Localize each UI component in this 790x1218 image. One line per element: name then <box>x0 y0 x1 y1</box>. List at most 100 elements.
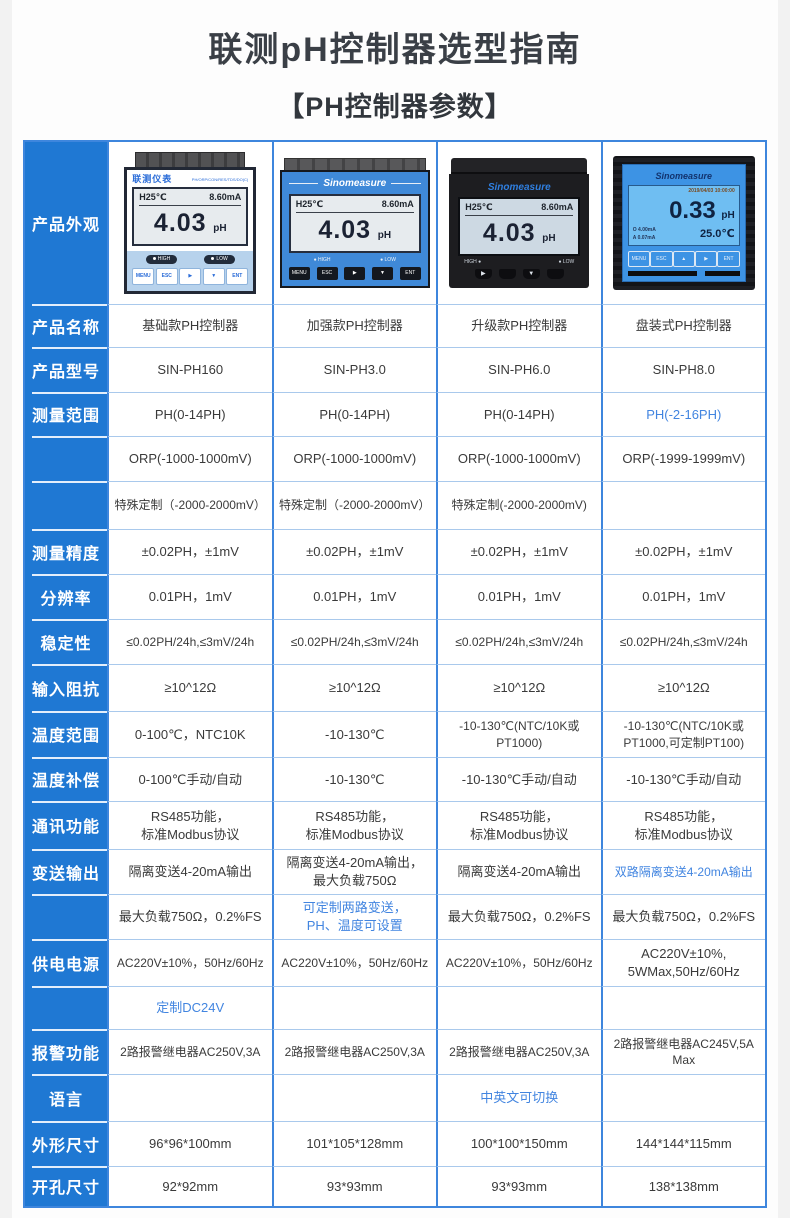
right-arrow-button: ▶ <box>474 269 492 280</box>
spec-cell: -10-130℃手动/自动 <box>436 757 601 801</box>
lcd-display: H25℃ 8.60mA 4.03 pH <box>132 187 249 247</box>
spec-cell: 144*144*115mm <box>600 1121 765 1166</box>
spec-cell: 96*96*100mm <box>107 1121 272 1166</box>
spec-cell: ≤0.02PH/24h,≤3mV/24h <box>436 619 601 664</box>
spec-cell: ±0.02PH，±1mV <box>436 529 601 574</box>
table-row: 测量范围 PH(0-14PH) PH(0-14PH) PH(0-14PH) PH… <box>25 392 765 436</box>
spec-cell: ORP(-1000-1000mV) <box>271 436 436 481</box>
high-indicator: ● HIGH <box>313 257 331 264</box>
row-label: 温度补偿 <box>25 757 107 801</box>
row-label: 供电电源 <box>25 939 107 986</box>
table-row: 温度范围 0-100℃，NTC10K -10-130℃ -10-130℃(NTC… <box>25 711 765 757</box>
device-body: Sinomeasure H25℃ 8.60mA 4.03 pH <box>279 169 430 289</box>
brand-label: Sinomeasure <box>655 170 713 181</box>
spec-cell: 隔离变送4-20mA输出 <box>436 849 601 894</box>
table-row: 定制DC24V <box>25 986 765 1029</box>
spec-cell: ORP(-1000-1000mV) <box>436 436 601 481</box>
spec-cell: AC220V±10%，50Hz/60Hz <box>436 939 601 986</box>
spec-cell: PH(0-14PH) <box>107 392 272 436</box>
table-row: 开孔尺寸 92*92mm 93*93mm 93*93mm 138*138mm <box>25 1166 765 1206</box>
row-label: 语言 <box>25 1074 107 1121</box>
spec-cell: 2路报警继电器AC250V,3A <box>436 1029 601 1074</box>
lcd-display: H25℃ 8.60mA 4.03 pH <box>288 194 421 254</box>
button <box>546 269 564 280</box>
spec-cell: 93*93mm <box>436 1166 601 1206</box>
menu-button: MENU <box>627 251 651 268</box>
spec-cell: RS485功能， 标准Modbus协议 <box>107 801 272 849</box>
terminal-block <box>135 152 246 168</box>
spec-table: 产品外观 联测仪表 PH/ORP/CON/RES/TDS/DO(C) H25℃ … <box>23 140 767 1208</box>
spec-cell: 加强款PH控制器 <box>271 304 436 347</box>
spec-cell: 92*92mm <box>107 1166 272 1206</box>
spec-cell: 0-100℃手动/自动 <box>107 757 272 801</box>
spec-cell: 101*105*128mm <box>271 1121 436 1166</box>
spec-cell-highlight: 双路隔离变送4-20mA输出 <box>600 849 765 894</box>
product-image-cell: Sinomeasure H25℃ 8.60mA 4.03 pH <box>436 142 601 304</box>
row-label: 测量范围 <box>25 392 107 436</box>
lcd-value: 0.33 <box>669 196 716 224</box>
up-arrow-button: ▲ <box>672 251 695 268</box>
product-image-cell: Sinomeasure H25℃ 8.60mA 4.03 pH <box>271 142 436 304</box>
enter-button: ENT <box>399 267 421 281</box>
spec-cell: ≤0.02PH/24h,≤3mV/24h <box>107 619 272 664</box>
spec-cell: PH(0-14PH) <box>436 392 601 436</box>
page-subtitle: 【PH控制器参数】 <box>277 92 513 122</box>
lcd-unit: pH <box>377 229 392 241</box>
spec-cell: 0.01PH，1mV <box>436 574 601 619</box>
lcd-current: 8.60mA <box>541 202 574 213</box>
spec-cell: -10-130℃(NTC/10K或 PT1000,可定制PT100) <box>600 711 765 757</box>
spec-cell-highlight: PH(-2-16PH) <box>600 392 765 436</box>
spec-cell-highlight: 定制DC24V <box>107 986 272 1029</box>
product-image-cell: 联测仪表 PH/ORP/CON/RES/TDS/DO(C) H25℃ 8.60m… <box>107 142 272 304</box>
device-enhanced-controller: Sinomeasure H25℃ 8.60mA 4.03 pH <box>279 157 430 289</box>
high-indicator: HIGH ● <box>464 259 482 266</box>
lcd-unit: pH <box>542 232 556 244</box>
lcd-value: 4.03 <box>318 215 372 244</box>
page-title: 联测pH控制器选型指南 <box>208 31 582 69</box>
enter-button: ENT <box>717 251 740 268</box>
down-arrow-button: ▼ <box>522 269 540 280</box>
low-indicator: ● LOW <box>558 259 575 266</box>
spec-cell: SIN-PH3.0 <box>271 347 436 392</box>
device-panel: Sinomeasure 2019/04/03 10:00:00 0.33 pH … <box>621 163 746 283</box>
menu-button: MENU <box>288 267 310 281</box>
spec-cell: SIN-PH160 <box>107 347 272 392</box>
spec-cell <box>600 986 765 1029</box>
spec-cell: ≤0.02PH/24h,≤3mV/24h <box>600 619 765 664</box>
lcd-display: H25℃ 8.60mA 4.03 pH <box>458 197 581 257</box>
model-range-label: PH/ORP/CON/RES/TDS/DO(C) <box>191 176 249 182</box>
brand-label: 联测仪表 <box>132 174 173 185</box>
high-indicator: HIGH <box>145 255 178 264</box>
row-label: 产品外观 <box>25 142 107 304</box>
product-image-cell: Sinomeasure 2019/04/03 10:00:00 0.33 pH … <box>600 142 765 304</box>
spec-cell: ≥10^12Ω <box>436 664 601 711</box>
spec-cell <box>271 1074 436 1121</box>
row-label: 输入阻抗 <box>25 664 107 711</box>
lcd-temp: H25℃ <box>465 202 493 213</box>
table-row: 稳定性 ≤0.02PH/24h,≤3mV/24h ≤0.02PH/24h,≤3m… <box>25 619 765 664</box>
row-label: 外形尺寸 <box>25 1121 107 1166</box>
row-label: 开孔尺寸 <box>25 1166 107 1206</box>
indicator-dot <box>152 257 156 261</box>
down-arrow-button: ▼ <box>202 267 225 285</box>
spec-cell: ≥10^12Ω <box>271 664 436 711</box>
brand-label: Sinomeasure <box>487 181 551 193</box>
lcd-temp: H25℃ <box>295 199 324 210</box>
table-row: 通讯功能 RS485功能， 标准Modbus协议 RS485功能， 标准Modb… <box>25 801 765 849</box>
spec-cell: ±0.02PH，±1mV <box>107 529 272 574</box>
table-row: 分辨率 0.01PH，1mV 0.01PH，1mV 0.01PH，1mV 0.0… <box>25 574 765 619</box>
row-label: 变送输出 <box>25 849 107 894</box>
spec-cell: ±0.02PH，±1mV <box>600 529 765 574</box>
row-label: 报警功能 <box>25 1029 107 1074</box>
spec-cell: -10-130℃ <box>271 757 436 801</box>
lcd-temp: 25.0℃ <box>700 228 735 241</box>
spec-cell <box>600 1074 765 1121</box>
esc-button: ESC <box>650 251 673 268</box>
spec-cell: SIN-PH6.0 <box>436 347 601 392</box>
spec-cell: SIN-PH8.0 <box>600 347 765 392</box>
row-label: 温度范围 <box>25 711 107 757</box>
device-body: Sinomeasure H25℃ 8.60mA 4.03 pH <box>449 173 590 289</box>
row-label: 稳定性 <box>25 619 107 664</box>
table-row: 产品名称 基础款PH控制器 加强款PH控制器 升级款PH控制器 盘装式PH控制器 <box>25 304 765 347</box>
spec-cell: 特殊定制（-2000-2000mV） <box>271 481 436 529</box>
